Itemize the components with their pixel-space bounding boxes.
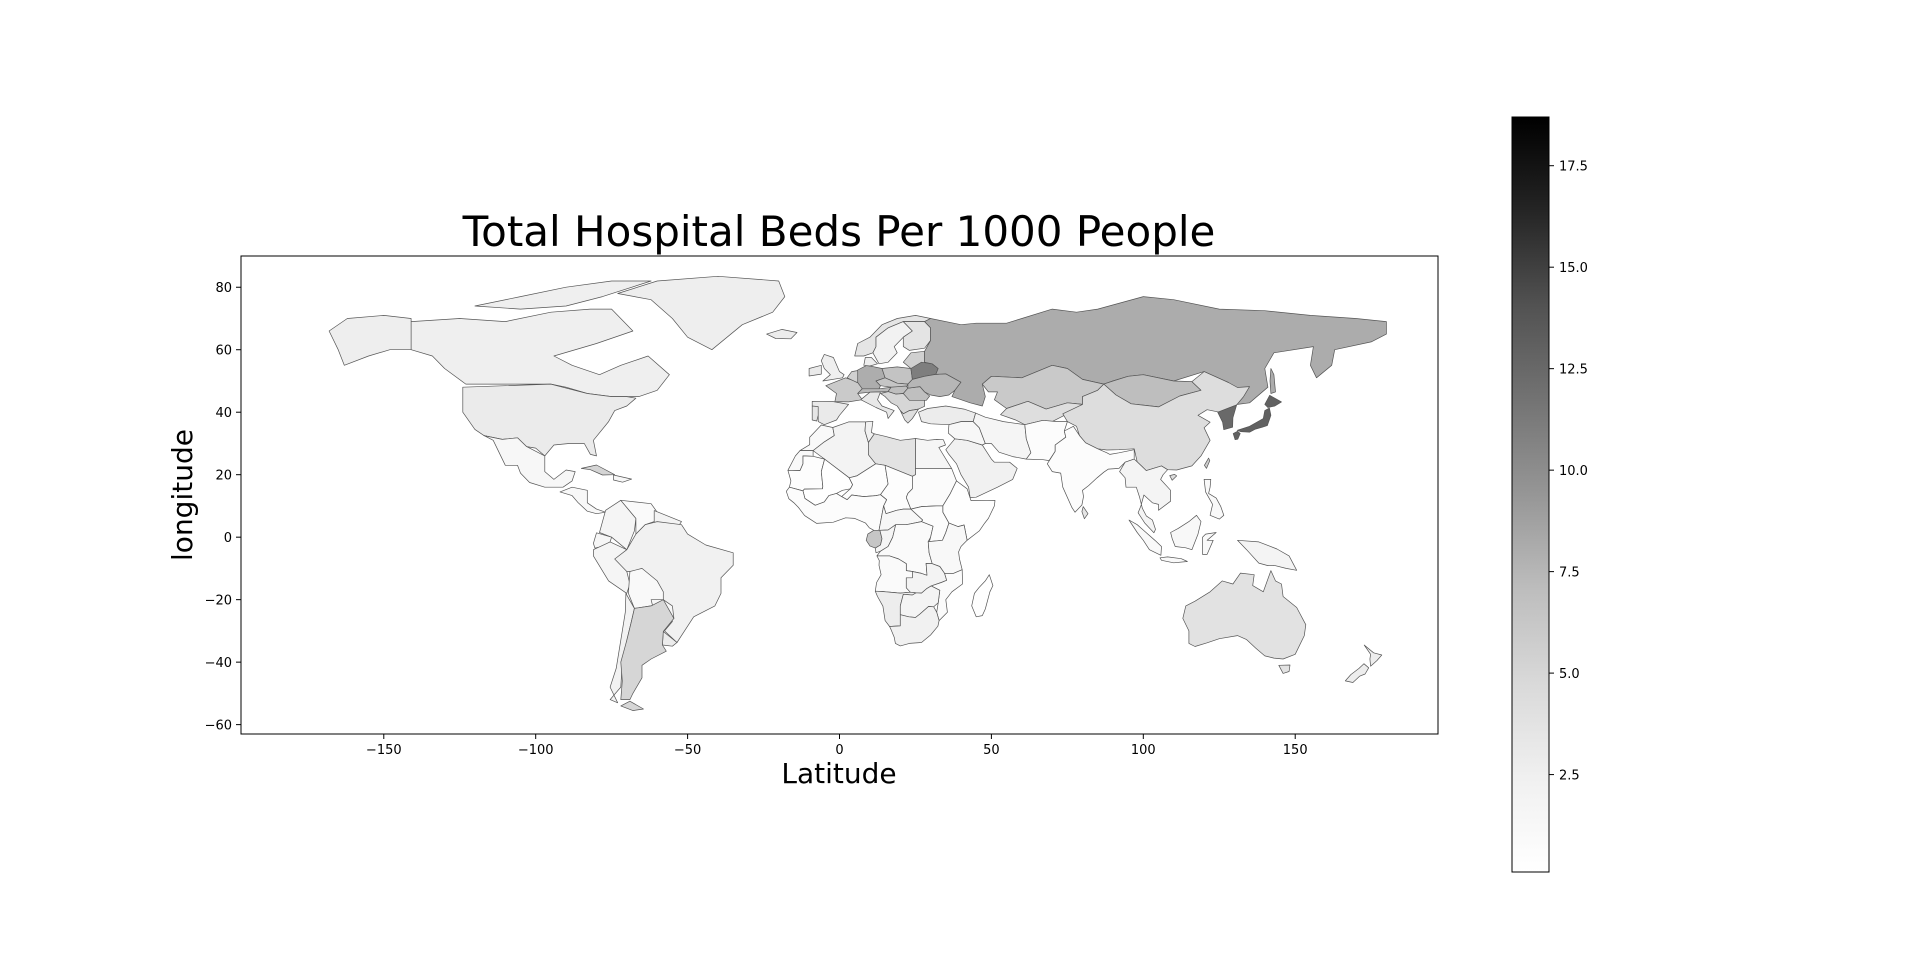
y-tick-label: 20	[215, 469, 232, 484]
region-new-zealand-south-island: New Zealand South Island: 2.7	[1344, 663, 1370, 683]
region-czechia-and-slovakia: Czechia and Slovakia: 6.4	[875, 377, 909, 388]
region-mexico: Mexico: 1.4	[483, 435, 576, 488]
x-axis-label: Latitude	[781, 757, 896, 790]
y-axis-label: longitude	[166, 429, 199, 561]
y-axis-ticks: 80 60 40 20 0 −20 −40 −60	[205, 281, 241, 734]
colorbar-tick-label: 7.5	[1559, 566, 1580, 581]
region-korean-peninsula: Korean Peninsula: 12.4	[1217, 404, 1237, 431]
map-axes: Canada: 2.5Canadian Arctic Islands: 2.5 A…	[205, 255, 1439, 758]
region-central-asia: Central Asia: 4.2	[1000, 400, 1083, 426]
x-axis-ticks: −150 −100 −50 0 50 100 150	[366, 734, 1308, 758]
x-tick-label: 50	[983, 743, 1000, 758]
region-united-kingdom: United Kingdom: 2.5	[820, 354, 845, 382]
region-japan-honshu: Japan Honshu: 13	[1236, 407, 1272, 433]
x-tick-label: 100	[1131, 743, 1156, 758]
x-tick-label: −150	[366, 743, 402, 758]
y-tick-label: 0	[224, 531, 232, 546]
x-tick-label: −50	[674, 743, 701, 758]
region-sakhalin: Sakhalin: 8.1	[1269, 368, 1276, 394]
region-iran: Iran: 1.6	[972, 412, 1032, 460]
y-tick-label: −60	[205, 719, 232, 734]
region-south-africa: South Africa: 2.3	[889, 606, 940, 647]
region-italy: Italy: 3.2	[860, 391, 895, 419]
region-brazil: Brazil: 2.2	[614, 521, 734, 643]
region-india: India: 0.5	[1046, 425, 1135, 513]
x-tick-label: 0	[835, 743, 843, 758]
region-finland: Finland: 3.6	[902, 321, 931, 351]
region-tierra-del-fuego: Tierra del Fuego: 5	[620, 700, 644, 711]
region-madagascar: Madagascar: 0.2	[971, 574, 994, 618]
x-tick-label: −100	[518, 743, 554, 758]
region-ukraine: Ukraine: 7.5	[907, 373, 962, 397]
region-portugal: Portugal: 3.4	[811, 405, 819, 422]
x-tick-label: 150	[1283, 743, 1308, 758]
region-borneo: Borneo: 1.2	[1170, 514, 1202, 551]
region-kenya-and-tanzania: Kenya and Tanzania: 1.2	[927, 522, 968, 574]
colorbar-tick-label: 17.5	[1559, 160, 1588, 175]
region-new-zealand-north-island: New Zealand North Island: 2.7	[1363, 644, 1383, 667]
y-tick-label: −20	[205, 594, 232, 609]
region-hainan: Hainan: 4.3	[1169, 474, 1178, 481]
colorbar-ticks: 2.5 5.0 7.5 10.0 12.5 15.0 17.5	[1549, 160, 1588, 784]
region-greenland: Greenland: 2.6	[617, 275, 786, 351]
region-russia: Russia: 8.1	[924, 296, 1387, 407]
colorbar-tick-label: 5.0	[1559, 667, 1580, 682]
colorbar-tick-label: 12.5	[1559, 363, 1588, 378]
chart-title: Total Hospital Beds Per 1000 People	[462, 207, 1216, 256]
region-sulawesi: Sulawesi: 1	[1202, 532, 1217, 555]
region-greece: Greece: 4.2	[899, 408, 919, 424]
colorbar-tick-label: 15.0	[1559, 261, 1588, 276]
region-hispaniola: Hispaniola: 1.4	[613, 474, 633, 483]
colorbar: 2.5 5.0 7.5 10.0 12.5 15.0 17.5	[1511, 116, 1588, 873]
region-japan-hokkaido: Japan Hokkaido: 13	[1264, 394, 1282, 408]
region-sri-lanka: Sri Lanka: 3.6	[1081, 506, 1089, 520]
y-tick-label: 40	[215, 406, 232, 421]
region-ireland: Ireland: 3	[808, 364, 822, 377]
region-philippines: Philippines: 1	[1203, 479, 1225, 520]
region-venezuela: Venezuela: 0.8	[620, 499, 658, 535]
region-japan-kyushu: Japan Kyushu: 13	[1232, 430, 1241, 441]
region-china: China: 4.3	[1062, 371, 1250, 471]
region-tasmania: Tasmania: 3.8	[1278, 664, 1291, 674]
region-canadian-arctic-islands: Canadian Arctic Islands: 2.5	[474, 280, 652, 310]
region-cuba: Cuba: 5.2	[580, 464, 616, 476]
y-tick-label: 80	[215, 281, 232, 296]
region-alaska: Alaska: 2.6	[328, 315, 412, 366]
colorbar-gradient	[1511, 116, 1550, 873]
colorbar-tick-label: 10.0	[1559, 464, 1588, 479]
region-central-america: Central America: 1.2	[559, 486, 606, 515]
region-taiwan: Taiwan: 5.7	[1204, 457, 1211, 469]
region-australia: Australia: 3.8	[1182, 570, 1307, 660]
region-sumatra: Sumatra: 1	[1128, 519, 1162, 556]
colorbar-tick-label: 2.5	[1559, 769, 1580, 784]
region-argentina: Argentina: 5	[620, 599, 675, 700]
region-iceland: Iceland: 2.8	[766, 329, 798, 340]
region-new-guinea: New Guinea: 1.8	[1237, 539, 1298, 571]
region-denmark: Denmark: 2.6	[863, 357, 878, 367]
y-tick-label: 60	[215, 344, 232, 359]
region-mainland-southeast-asia: Mainland Southeast Asia: 1.8	[1119, 458, 1171, 534]
y-tick-label: −40	[205, 656, 232, 671]
country-regions: Canada: 2.5Canadian Arctic Islands: 2.5 A…	[328, 275, 1387, 711]
region-canada: Canada: 2.5	[410, 308, 670, 397]
region-iraq-and-syria: Iraq and Syria: 1.4	[947, 421, 986, 446]
region-egypt: Egypt: 1.6	[915, 438, 952, 469]
region-java: Java: 1	[1159, 556, 1188, 564]
